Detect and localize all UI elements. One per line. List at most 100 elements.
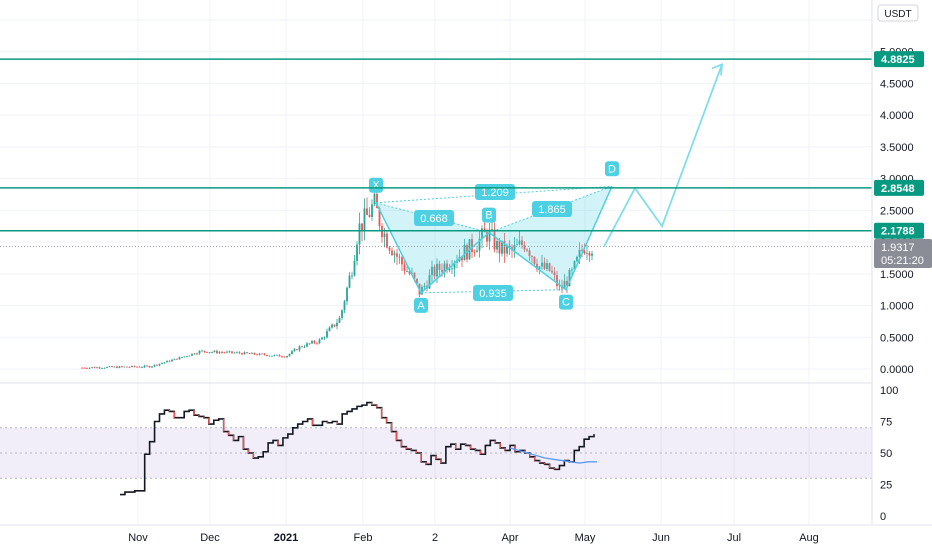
candle-body <box>471 239 473 253</box>
candle-body <box>181 357 183 358</box>
osc-tick-label: 0 <box>880 511 886 523</box>
pattern-point-label: A <box>417 300 425 312</box>
candle-body <box>516 244 518 246</box>
candle-body <box>383 233 386 238</box>
candle-body <box>581 249 583 251</box>
candle-body <box>98 367 101 369</box>
candle-body <box>438 263 441 270</box>
candle-body <box>436 263 438 277</box>
candle-body <box>153 364 156 367</box>
candle-body <box>533 256 536 264</box>
candle-body <box>461 256 463 261</box>
horizontal-price-lines[interactable] <box>0 58 872 247</box>
candle-body <box>566 280 568 287</box>
candle-body <box>568 270 571 287</box>
candle-body <box>108 366 111 368</box>
candle-body <box>88 367 91 369</box>
candle-body <box>116 366 118 368</box>
candle-body <box>173 358 176 360</box>
oscillator-series <box>120 401 597 496</box>
y-tick-label: 0.0000 <box>880 364 914 376</box>
candle-body <box>273 354 276 356</box>
candle-body <box>308 343 311 345</box>
projection-arrowhead <box>711 63 724 76</box>
candle-body <box>296 349 298 351</box>
ratio-label: 0.935 <box>479 288 507 300</box>
candle-body <box>261 353 263 355</box>
current-price-marker: 1.9317 05:21:20 <box>874 239 932 268</box>
candle-body <box>576 256 578 262</box>
currency-label: USDT <box>884 9 911 20</box>
candle-body <box>168 360 171 362</box>
candle-body <box>223 352 226 354</box>
pattern-point-badge <box>559 294 573 310</box>
candle-body <box>81 367 83 369</box>
candle-body <box>248 353 251 354</box>
x-tick-label: Jun <box>652 532 670 544</box>
candle-body <box>163 362 166 364</box>
candle-body <box>206 351 208 353</box>
candle-body <box>138 366 141 368</box>
y-tick-label: 4.0000 <box>880 110 914 122</box>
candle-body <box>546 263 548 269</box>
candle-body <box>203 350 206 352</box>
oscillator-signal-line <box>509 447 597 464</box>
candle-body <box>186 356 188 358</box>
candle-body <box>196 353 198 355</box>
candle-body <box>361 223 363 232</box>
candle-body <box>328 327 331 332</box>
candle-body <box>93 367 96 369</box>
bcd-triangle <box>489 186 612 290</box>
candle-body <box>346 287 348 302</box>
candle-body <box>253 352 256 355</box>
candle-body <box>211 351 213 353</box>
candle-body <box>318 339 321 344</box>
time-axis[interactable]: Nov Dec 2021 Feb 2 Apr May Jun Jul Aug <box>0 524 932 550</box>
candle-body <box>298 346 301 351</box>
candle-body <box>91 367 93 369</box>
candle-body <box>331 324 333 328</box>
candle-body <box>358 223 361 245</box>
candle-body <box>136 366 138 368</box>
candle-body <box>113 366 116 368</box>
candle-body <box>433 266 436 277</box>
candle-body <box>356 244 358 261</box>
candle-body <box>508 245 511 248</box>
candle-body <box>201 350 203 352</box>
candle-body <box>301 346 303 348</box>
candle-body <box>506 245 508 254</box>
ratio-line <box>375 202 490 234</box>
candle-body <box>323 337 326 339</box>
candle-body <box>271 355 273 357</box>
candle-body <box>363 208 366 232</box>
candle-body <box>398 256 401 258</box>
candle-body <box>486 232 488 242</box>
candle-body <box>543 262 546 269</box>
candle-body <box>503 240 506 254</box>
x-tick-label: Jul <box>727 532 741 544</box>
candle-body <box>501 240 503 254</box>
candle-body <box>336 322 338 327</box>
countdown-label: 05:21:20 <box>881 255 924 267</box>
candle-body <box>283 356 286 358</box>
candle-body <box>528 250 531 257</box>
candle-body <box>258 353 261 355</box>
candle-body <box>193 353 196 355</box>
candle-body <box>213 350 216 352</box>
candle-body <box>291 351 293 354</box>
candle-body <box>588 252 591 256</box>
candle-body <box>326 331 328 338</box>
x-tick-label: May <box>575 532 596 544</box>
currency-badge[interactable] <box>877 4 919 22</box>
candle-body <box>578 249 581 257</box>
candle-body <box>421 286 423 295</box>
candle-body <box>548 263 551 271</box>
candle-body <box>316 342 318 344</box>
candle-body <box>446 263 448 271</box>
candle-body <box>338 317 341 323</box>
y-tick-label: 4.5000 <box>880 78 914 90</box>
candle-body <box>156 364 158 366</box>
candle-body <box>148 366 151 368</box>
candle-body <box>191 353 193 356</box>
